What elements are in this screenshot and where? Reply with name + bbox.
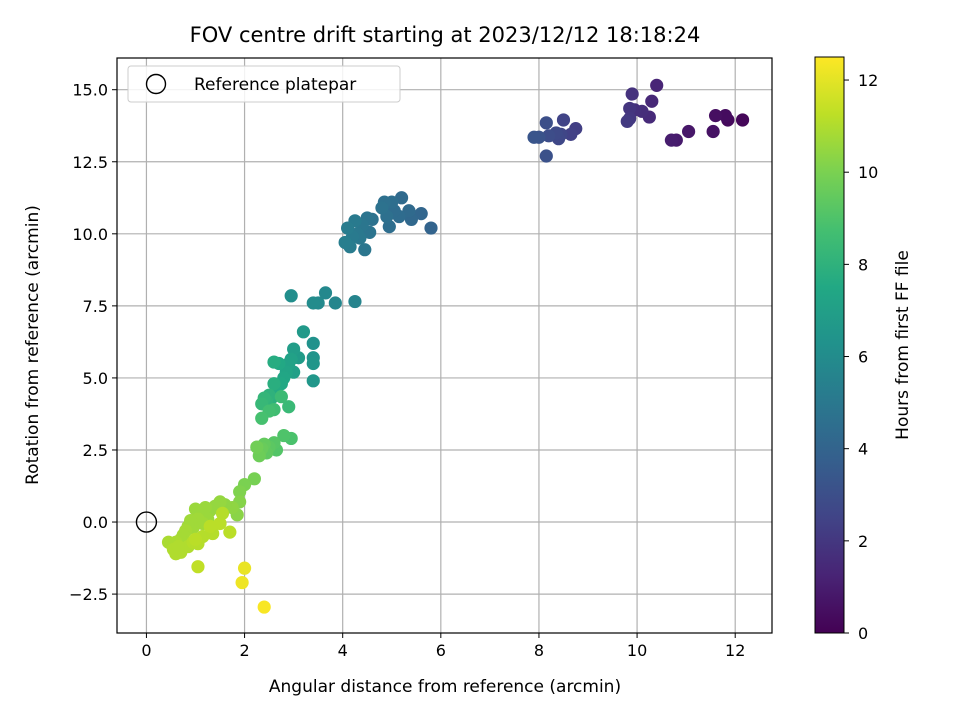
- x-tick-label: 10: [627, 641, 647, 660]
- scatter-points: [161, 78, 750, 614]
- scatter-point: [250, 440, 264, 454]
- scatter-point: [171, 539, 185, 554]
- scatter-point: [358, 243, 372, 257]
- scatter-point: [556, 113, 571, 127]
- chart-title: FOV centre drift starting at 2023/12/12 …: [190, 23, 701, 47]
- scatter-point: [306, 296, 320, 310]
- colorbar-tick-label: 8: [858, 255, 868, 274]
- colorbar-tick-label: 2: [858, 532, 868, 551]
- scatter-point: [274, 390, 288, 404]
- scatter-point: [706, 124, 720, 139]
- scatter-point: [527, 130, 541, 144]
- scatter-point: [708, 109, 723, 123]
- x-tick-label: 6: [436, 641, 446, 660]
- scatter-point: [318, 286, 333, 300]
- scatter-point: [188, 532, 203, 546]
- colorbar-axis: 0 2 4 6 8 10 12: [844, 71, 878, 643]
- x-tick-label: 0: [141, 641, 151, 660]
- scatter-point: [718, 109, 732, 123]
- scatter-point: [257, 600, 271, 614]
- scatter-point: [382, 220, 396, 234]
- scatter-point: [188, 502, 203, 516]
- scatter-point: [284, 289, 298, 303]
- reference-point-marker: [135, 511, 158, 533]
- scatter-point: [223, 525, 237, 539]
- colorbar-label: Hours from first FF file: [893, 250, 913, 440]
- scatter-point: [247, 472, 261, 486]
- y-tick-label: 12.5: [72, 153, 108, 172]
- colorbar-tick-label: 0: [858, 624, 868, 643]
- scatter-point: [235, 575, 249, 590]
- legend-open-circle-marker: [145, 73, 167, 95]
- x-axis: 0 2 4 6 8 10 12: [141, 633, 745, 660]
- y-tick-label: 5.0: [83, 369, 108, 388]
- scatter-point: [424, 221, 438, 235]
- x-tick-label: 2: [239, 641, 249, 660]
- scatter-point: [340, 221, 355, 235]
- scatter-point: [282, 400, 296, 414]
- x-axis-label: Angular distance from reference (arcmin): [269, 677, 621, 697]
- scatter-point: [237, 561, 252, 575]
- scatter-point: [338, 235, 352, 250]
- scatter-point: [215, 506, 230, 520]
- colorbar-tick-label: 10: [858, 163, 878, 182]
- scatter-point: [267, 355, 281, 369]
- colorbar: [814, 56, 845, 634]
- scatter-point: [414, 207, 428, 221]
- y-tick-label: 15.0: [72, 81, 108, 100]
- scatter-point: [539, 149, 553, 163]
- scatter-point: [233, 485, 247, 499]
- y-tick-label: −2.5: [69, 585, 108, 604]
- colorbar-tick-label: 12: [858, 71, 878, 90]
- scatter-point: [191, 560, 205, 574]
- scatter-point: [542, 129, 556, 143]
- scatter-point: [328, 296, 342, 310]
- scatter-point: [402, 204, 416, 218]
- scatter-point: [539, 116, 553, 130]
- scatter-point: [255, 411, 269, 425]
- x-tick-label: 4: [338, 641, 348, 660]
- scatter-point: [664, 133, 679, 147]
- x-tick-label: 8: [534, 641, 544, 660]
- y-tick-label: 0.0: [83, 513, 108, 532]
- legend: Reference platepar: [127, 65, 401, 103]
- plot-frame: [116, 57, 773, 634]
- scatter-point: [564, 127, 578, 141]
- scatter-point: [620, 114, 634, 129]
- legend-box: [127, 65, 401, 103]
- scatter-point: [306, 374, 320, 388]
- scatter-point: [348, 294, 362, 309]
- scatter-point: [203, 519, 217, 533]
- scatter-point: [623, 101, 637, 116]
- scatter-point: [306, 356, 320, 371]
- colorbar-tick-label: 4: [858, 440, 868, 459]
- scatter-point: [277, 428, 291, 443]
- grid: [117, 58, 772, 633]
- scatter-point: [267, 377, 281, 391]
- scatter-point: [735, 113, 750, 127]
- scatter-point: [306, 336, 320, 350]
- y-tick-label: 7.5: [83, 297, 108, 316]
- scatter-point: [645, 94, 659, 108]
- x-tick-label: 12: [725, 641, 745, 660]
- y-axis-label: Rotation from reference (arcmin): [23, 205, 43, 485]
- scatter-point: [375, 201, 389, 215]
- y-tick-label: 2.5: [83, 441, 108, 460]
- colorbar-tick-label: 6: [858, 348, 868, 367]
- y-axis: −2.5 0.0 2.5 5.0 7.5 10.0 12.5 15.0: [69, 81, 117, 604]
- scatter-point: [287, 342, 301, 356]
- scatter-point: [625, 87, 639, 101]
- legend-label: Reference platepar: [194, 75, 356, 95]
- scatter-point: [296, 325, 311, 339]
- scatter-point: [650, 78, 664, 92]
- scatter-point: [681, 124, 696, 139]
- y-tick-label: 10.0: [72, 225, 108, 244]
- reference-marker-layer: [135, 511, 158, 533]
